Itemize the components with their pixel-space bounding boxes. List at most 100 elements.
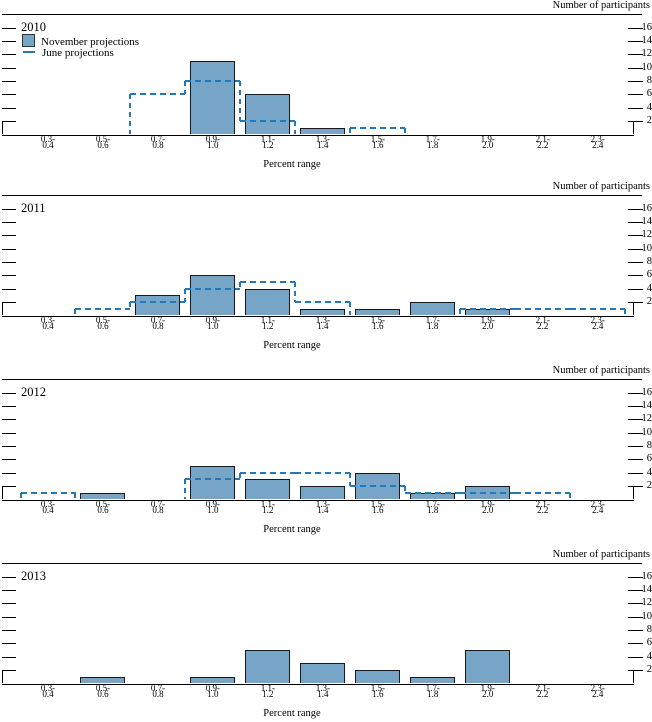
nov-bar-1.3-1.4	[300, 127, 346, 135]
june-step-horizontal	[75, 307, 131, 310]
y-tick-right	[628, 81, 643, 83]
y-tick-left	[2, 406, 16, 408]
top-spine	[2, 563, 642, 564]
panel-2010: Number of participants 2010 November pro…	[0, 0, 652, 180]
x-tick-label: 0.3- 0.4	[40, 499, 56, 515]
y-tick-right	[628, 262, 643, 264]
june-step-horizontal	[20, 491, 76, 494]
june-step-horizontal	[240, 471, 296, 474]
june-step-horizontal	[295, 301, 351, 304]
y-tick-label: 6	[646, 269, 652, 281]
y-tick-label: 16	[641, 386, 652, 398]
x-tick-label: 0.5- 0.6	[95, 499, 111, 515]
x-tick-label: 1.5- 1.6	[370, 499, 385, 515]
y-tick-left	[2, 446, 16, 448]
x-tick-label: 1.1- 1.2	[260, 683, 275, 699]
y-tick-left	[2, 472, 16, 474]
y-tick-label: 2	[646, 480, 652, 492]
y-tick-right	[628, 446, 643, 448]
x-tick-label: 1.1- 1.2	[260, 315, 275, 331]
y-tick-label: 6	[646, 453, 652, 465]
y-tick-label: 2	[646, 115, 652, 127]
x-tick-label: 0.7- 0.8	[150, 499, 166, 515]
x-tick-label: 2.1- 2.2	[535, 499, 550, 515]
y-tick-left	[2, 248, 16, 250]
y-tick-right	[628, 94, 643, 96]
x-tick-label: 0.9- 1.0	[205, 315, 221, 331]
y-tick-right	[628, 54, 643, 56]
y-tick-label: 14	[641, 400, 652, 412]
panel-2013: Number of participants 2013 2 4 6 8 10 12 14 16…	[0, 549, 652, 722]
nov-bar-1.5-1.6	[355, 308, 401, 316]
left-axis-stub	[2, 670, 3, 684]
y-tick-label: 14	[641, 35, 652, 47]
y-tick-right	[628, 590, 643, 592]
y-tick-label: 6	[646, 88, 652, 100]
nov-bar-1.1-1.2	[245, 94, 291, 135]
november-swatch-icon	[22, 34, 35, 47]
y-tick-label: 10	[641, 610, 652, 622]
x-axis-title: Percent range	[263, 158, 321, 170]
y-tick-right	[628, 41, 643, 43]
x-tick-label: 0.9- 1.0	[205, 683, 221, 699]
june-step-vertical	[624, 308, 627, 316]
x-tick-label: 0.3- 0.4	[40, 315, 56, 331]
june-step-horizontal	[460, 491, 516, 494]
june-step-vertical	[349, 302, 352, 316]
y-tick-left	[2, 81, 16, 83]
x-tick-label: 0.5- 0.6	[95, 315, 111, 331]
x-tick-label: 0.7- 0.8	[150, 315, 166, 331]
y-tick-label: 8	[646, 75, 652, 87]
y-tick-left	[2, 576, 16, 578]
x-axis-title: Percent range	[263, 339, 321, 351]
june-step-horizontal	[405, 491, 461, 494]
june-step-vertical	[184, 288, 187, 303]
right-axis-stub	[633, 486, 634, 500]
nov-bar-1.1-1.2	[245, 650, 291, 684]
y-tick-right	[628, 392, 643, 394]
y-tick-right	[628, 670, 643, 672]
x-tick-label: 1.9- 2.0	[480, 315, 495, 331]
y-tick-left	[2, 603, 16, 605]
x-tick-label: 2.3- 2.4	[590, 499, 605, 515]
y-tick-left	[2, 590, 16, 592]
y-tick-label: 12	[641, 413, 652, 425]
year-label: 2013	[21, 569, 46, 583]
june-step-vertical	[404, 486, 407, 493]
june-step-horizontal	[350, 485, 406, 488]
june-step-horizontal	[295, 471, 351, 474]
y-tick-right	[628, 603, 643, 605]
y-tick-right	[628, 302, 643, 304]
x-tick-label: 1.7- 1.8	[425, 683, 440, 699]
y-tick-left	[2, 302, 16, 304]
june-step-vertical	[459, 308, 462, 316]
x-tick-label: 1.7- 1.8	[425, 315, 440, 331]
x-tick-label: 2.1- 2.2	[535, 683, 550, 699]
y-tick-label: 14	[641, 216, 652, 228]
nov-bar-1.5-1.6	[355, 670, 401, 684]
y-tick-left	[2, 486, 16, 488]
june-step-horizontal	[350, 126, 406, 129]
year-label: 2011	[21, 201, 46, 215]
y-tick-left	[2, 616, 16, 618]
y-axis-title: Number of participants	[552, 181, 650, 192]
y-tick-left	[2, 27, 16, 29]
june-step-horizontal	[460, 307, 516, 310]
y-tick-right	[628, 406, 643, 408]
x-axis-title: Percent range	[263, 707, 321, 719]
panel-2012: Number of participants 2012 2 4 6 8 10 12 14 16…	[0, 365, 652, 545]
nov-bar-1.7-1.8	[410, 676, 456, 684]
june-dash-icon	[23, 51, 35, 53]
june-step-vertical	[239, 81, 242, 122]
x-tick-label: 2.1- 2.2	[535, 315, 550, 331]
june-step-horizontal	[130, 93, 186, 96]
y-tick-left	[2, 643, 16, 645]
nov-bar-0.9-1.0	[190, 275, 236, 316]
x-tick-label: 0.9- 1.0	[205, 134, 221, 150]
y-tick-left	[2, 208, 16, 210]
nov-bar-0.9-1.0	[190, 61, 236, 135]
y-tick-left	[2, 54, 16, 56]
x-tick-label: 1.5- 1.6	[370, 315, 385, 331]
y-tick-label: 8	[646, 256, 652, 268]
nov-bar-1.1-1.2	[245, 479, 291, 500]
